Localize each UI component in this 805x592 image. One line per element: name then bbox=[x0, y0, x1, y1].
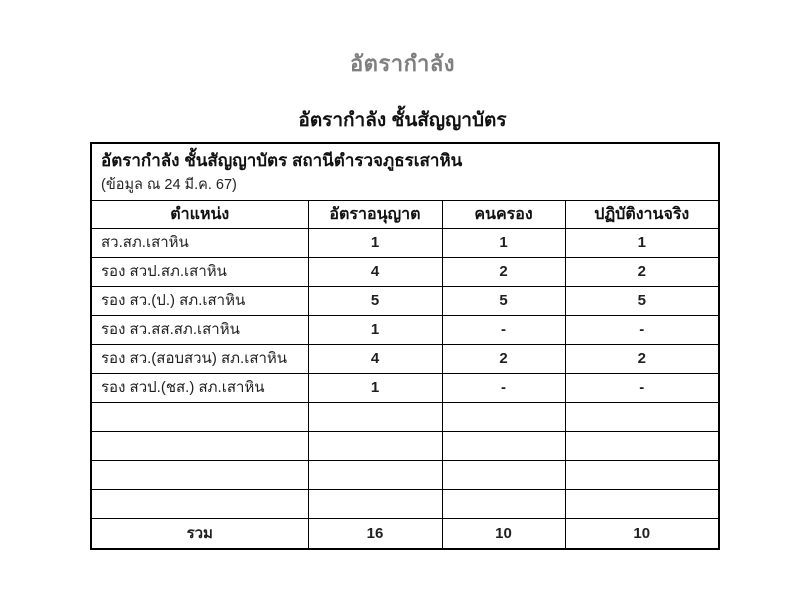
table-total-row: รวม 16 10 10 bbox=[90, 517, 720, 550]
authorized-cell: 5 bbox=[307, 285, 443, 316]
column-header-occupied: คนครอง bbox=[441, 199, 566, 229]
authorized-cell: 4 bbox=[307, 256, 443, 287]
actual-cell: 1 bbox=[564, 227, 720, 258]
page-title: อัตรากำลัง bbox=[349, 51, 456, 76]
table-row: รอง สว.สส.สภ.เสาหิน 1 - - bbox=[90, 314, 720, 345]
occupied-cell: 5 bbox=[441, 285, 566, 316]
position-cell: รอง สว.(สอบสวน) สภ.เสาหิน bbox=[90, 343, 309, 374]
actual-cell bbox=[564, 401, 720, 432]
table-row-empty bbox=[90, 459, 720, 490]
actual-cell bbox=[564, 459, 720, 490]
occupied-cell: - bbox=[441, 372, 566, 403]
position-cell: รอง สวป.(ชส.) สภ.เสาหิน bbox=[90, 372, 309, 403]
staffing-table: อัตรากำลัง ชั้นสัญญาบัตร สถานีตำรวจภูธรเ… bbox=[90, 142, 721, 551]
authorized-cell: 4 bbox=[307, 343, 443, 374]
position-cell: รอง สว.สส.สภ.เสาหิน bbox=[90, 314, 309, 345]
position-cell bbox=[90, 488, 309, 519]
table-row: รอง สว.(ป.) สภ.เสาหิน 5 5 5 bbox=[90, 285, 720, 316]
total-authorized: 16 bbox=[307, 517, 443, 550]
table-row-empty bbox=[90, 401, 720, 432]
occupied-cell: 1 bbox=[441, 227, 566, 258]
total-label: รวม bbox=[90, 517, 309, 550]
authorized-cell bbox=[307, 401, 443, 432]
occupied-cell bbox=[441, 459, 566, 490]
table-row-empty bbox=[90, 430, 720, 461]
authorized-cell: 1 bbox=[307, 314, 443, 345]
column-header-position: ตำแหน่ง bbox=[90, 199, 309, 229]
position-cell bbox=[90, 430, 309, 461]
actual-cell: 2 bbox=[564, 343, 720, 374]
occupied-cell bbox=[441, 488, 566, 519]
table-row: รอง สวป.สภ.เสาหิน 4 2 2 bbox=[90, 256, 720, 287]
authorized-cell: 1 bbox=[307, 227, 443, 258]
table-row-empty bbox=[90, 488, 720, 519]
table-caption-cell: อัตรากำลัง ชั้นสัญญาบัตร สถานีตำรวจภูธรเ… bbox=[90, 142, 720, 201]
actual-cell: - bbox=[564, 314, 720, 345]
authorized-cell bbox=[307, 430, 443, 461]
occupied-cell: 2 bbox=[441, 256, 566, 287]
column-header-actual: ปฏิบัติงานจริง bbox=[564, 199, 720, 229]
page-subtitle: อัตรากำลัง ชั้นสัญญาบัตร bbox=[298, 110, 507, 131]
authorized-cell bbox=[307, 459, 443, 490]
table-caption-date: (ข้อมูล ณ 24 มี.ค. 67) bbox=[101, 177, 237, 194]
actual-cell: 5 bbox=[564, 285, 720, 316]
table-row: รอง สวป.(ชส.) สภ.เสาหิน 1 - - bbox=[90, 372, 720, 403]
position-cell bbox=[90, 401, 309, 432]
occupied-cell bbox=[441, 430, 566, 461]
occupied-cell: 2 bbox=[441, 343, 566, 374]
table-caption-title: อัตรากำลัง ชั้นสัญญาบัตร สถานีตำรวจภูธรเ… bbox=[101, 151, 463, 170]
table-row: รอง สว.(สอบสวน) สภ.เสาหิน 4 2 2 bbox=[90, 343, 720, 374]
occupied-cell bbox=[441, 401, 566, 432]
actual-cell: 2 bbox=[564, 256, 720, 287]
position-cell: สว.สภ.เสาหิน bbox=[90, 227, 309, 258]
column-header-authorized: อัตราอนุญาต bbox=[307, 199, 443, 229]
position-cell: รอง สวป.สภ.เสาหิน bbox=[90, 256, 309, 287]
authorized-cell bbox=[307, 488, 443, 519]
actual-cell bbox=[564, 488, 720, 519]
position-cell: รอง สว.(ป.) สภ.เสาหิน bbox=[90, 285, 309, 316]
total-actual: 10 bbox=[564, 517, 720, 550]
actual-cell: - bbox=[564, 372, 720, 403]
total-occupied: 10 bbox=[441, 517, 566, 550]
position-cell bbox=[90, 459, 309, 490]
occupied-cell: - bbox=[441, 314, 566, 345]
table-caption-row: อัตรากำลัง ชั้นสัญญาบัตร สถานีตำรวจภูธรเ… bbox=[90, 142, 720, 201]
actual-cell bbox=[564, 430, 720, 461]
authorized-cell: 1 bbox=[307, 372, 443, 403]
table-row: สว.สภ.เสาหิน 1 1 1 bbox=[90, 227, 720, 258]
table-header-row: ตำแหน่ง อัตราอนุญาต คนครอง ปฏิบัติงานจริ… bbox=[90, 199, 720, 229]
